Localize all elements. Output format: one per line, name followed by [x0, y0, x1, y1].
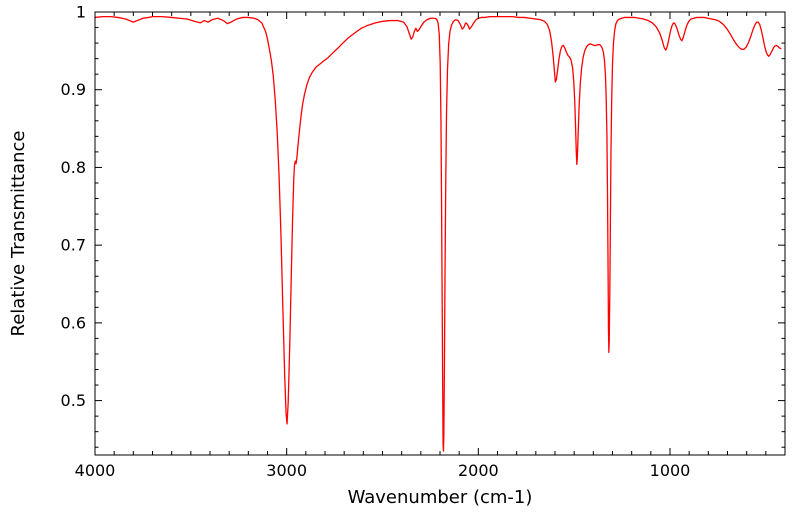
y-tick-labels: 0.5 0.6 0.7 0.8 0.9 1	[61, 3, 86, 411]
x-axis-title: Wavenumber (cm-1)	[348, 487, 533, 508]
x-tick-label: 1000	[650, 461, 691, 480]
spectrum-line	[94, 16, 782, 452]
x-tick-label: 2000	[458, 461, 499, 480]
plot-series	[94, 16, 782, 452]
x-tick-label: 4000	[75, 461, 116, 480]
y-tick-label: 1	[76, 3, 86, 22]
y-tick-label: 0.7	[61, 236, 86, 255]
axis-ticks	[95, 12, 785, 455]
y-tick-label: 0.9	[61, 80, 86, 99]
x-tick-labels: 4000 3000 2000 1000	[75, 461, 691, 480]
y-tick-label: 0.5	[61, 391, 86, 410]
x-tick-label: 3000	[266, 461, 307, 480]
y-tick-label: 0.6	[61, 313, 86, 332]
y-tick-label: 0.8	[61, 158, 86, 177]
y-axis-title: Relative Transmittance	[8, 131, 29, 337]
